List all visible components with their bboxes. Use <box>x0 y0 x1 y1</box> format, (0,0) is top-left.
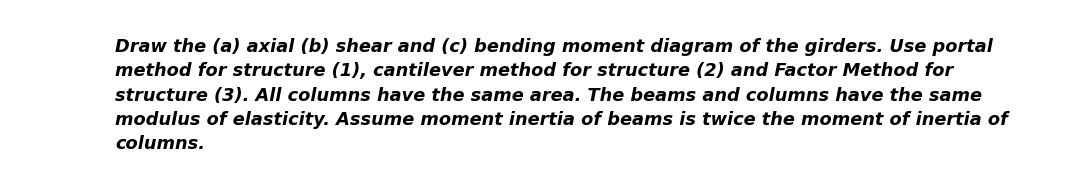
Text: Draw the (a) axial (b) shear and (c) bending moment diagram of the girders. Use : Draw the (a) axial (b) shear and (c) ben… <box>114 38 1008 153</box>
